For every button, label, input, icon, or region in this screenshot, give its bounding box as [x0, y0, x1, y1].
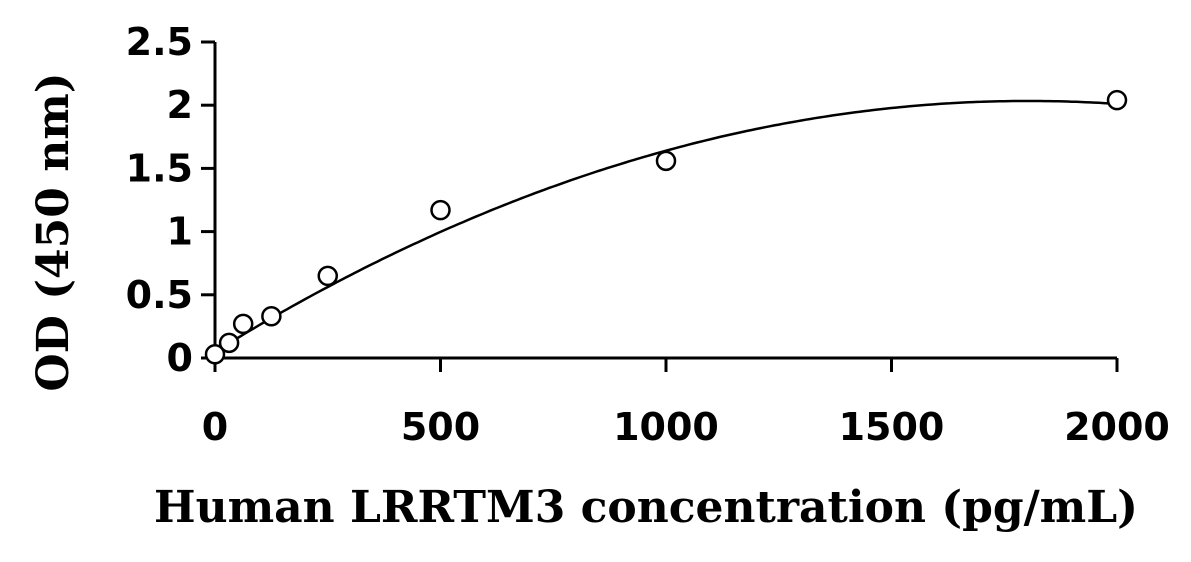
- x-tick-label: 1000: [613, 405, 719, 449]
- y-tick-label: 2.5: [126, 20, 193, 64]
- data-point: [655, 150, 677, 172]
- data-point: [218, 332, 240, 354]
- x-tick-label: 0: [202, 405, 228, 449]
- y-tick-label: 0.5: [126, 273, 193, 317]
- x-tick-label: 500: [401, 405, 480, 449]
- axes: [213, 42, 1117, 360]
- x-axis-title: Human LRRTM3 concentration (pg/mL): [154, 482, 1138, 533]
- data-point: [204, 343, 226, 365]
- fit-curve: [214, 99, 1118, 353]
- data-point: [317, 265, 338, 287]
- y-axis-title: OD (450 nm): [28, 72, 79, 391]
- data-point: [430, 199, 451, 221]
- y-tick-label: 2: [167, 83, 193, 127]
- data-point: [1106, 89, 1128, 111]
- y-tick-label: 1.5: [126, 146, 193, 190]
- data-point: [261, 306, 282, 327]
- y-tick-label: 0: [167, 336, 193, 380]
- x-ticks: 0 500 1000 1500 2000: [202, 358, 1170, 449]
- x-tick-label: 2000: [1064, 405, 1170, 449]
- y-tick-label: 1: [167, 210, 193, 254]
- data-point: [232, 313, 254, 335]
- y-ticks: 0 0.5 1 1.5 2 2.5: [126, 20, 215, 380]
- x-tick-label: 1500: [839, 405, 945, 449]
- data-points: [204, 89, 1128, 365]
